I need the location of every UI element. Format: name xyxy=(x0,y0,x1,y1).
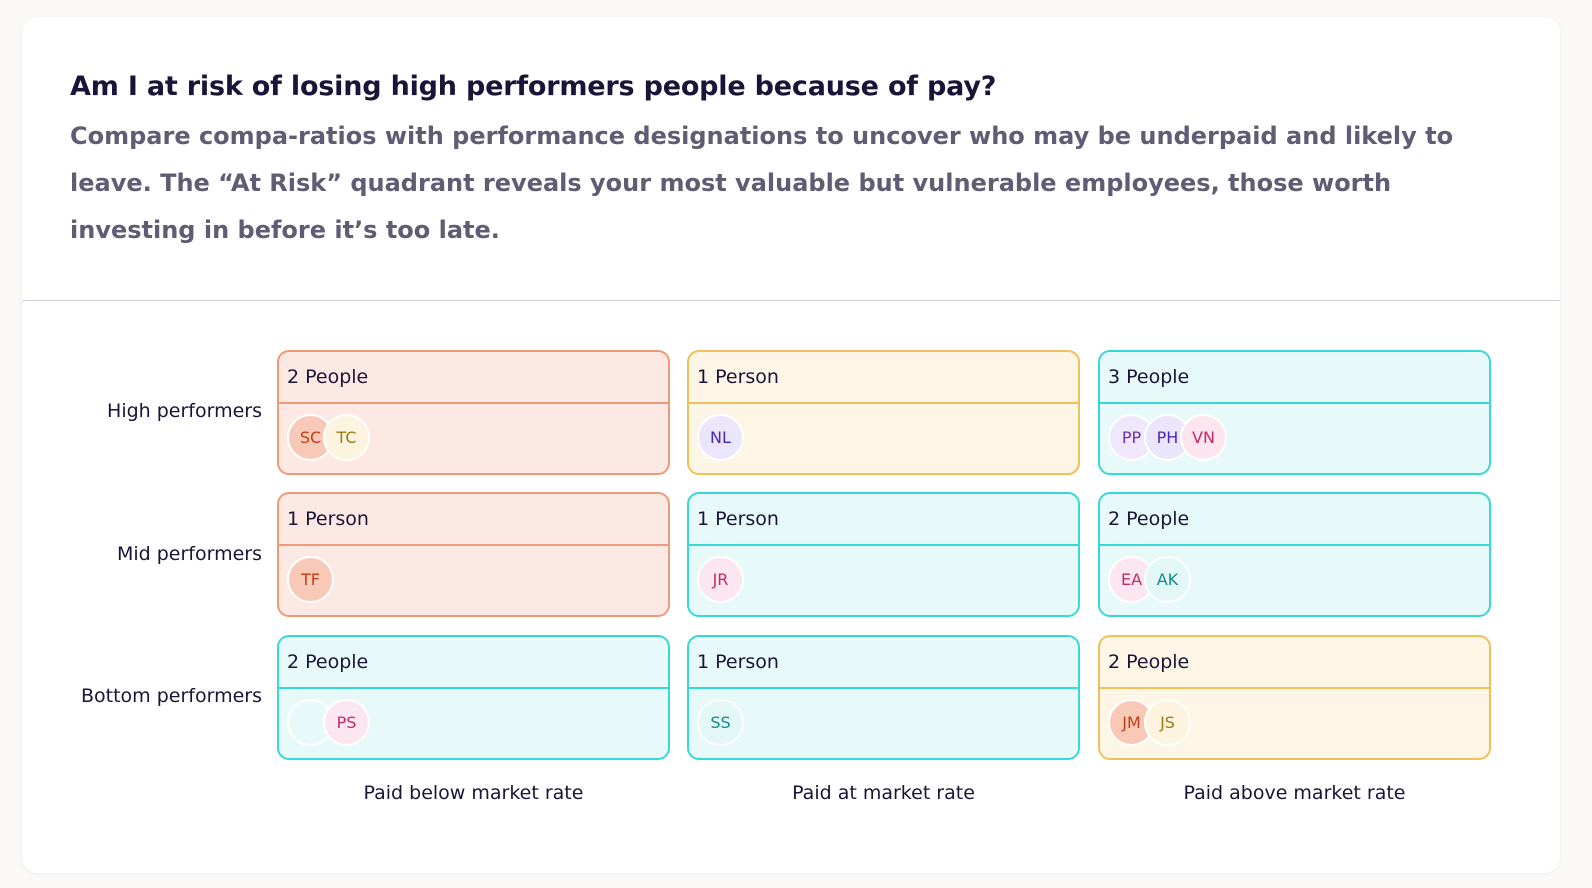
cell-count: 2 People xyxy=(279,352,668,404)
avatar[interactable]: AK xyxy=(1144,556,1191,603)
column-label-above: Paid above market rate xyxy=(1183,782,1406,804)
avatar[interactable]: NL xyxy=(697,414,744,461)
avatar-group: TF xyxy=(279,546,668,615)
cell-count: 2 People xyxy=(1100,637,1489,689)
cell-mid-below[interactable]: 1 Person TF xyxy=(277,492,670,617)
avatar-group: PS xyxy=(279,689,668,758)
cell-high-at[interactable]: 1 Person NL xyxy=(687,350,1080,475)
avatar[interactable]: TC xyxy=(323,414,370,461)
avatar[interactable]: VN xyxy=(1180,414,1227,461)
cell-count: 1 Person xyxy=(279,494,668,546)
cell-count: 2 People xyxy=(279,637,668,689)
row-label-high: High performers xyxy=(107,400,262,422)
row-label-bottom: Bottom performers xyxy=(81,685,262,707)
avatar-group: SC TC xyxy=(279,404,668,473)
avatar-group: JR xyxy=(689,546,1078,615)
cell-bottom-at[interactable]: 1 Person SS xyxy=(687,635,1080,760)
avatar-group: EA AK xyxy=(1100,546,1489,615)
column-label-below: Paid below market rate xyxy=(363,782,584,804)
cell-mid-above[interactable]: 2 People EA AK xyxy=(1098,492,1491,617)
avatar-group: SS xyxy=(689,689,1078,758)
avatar[interactable]: TF xyxy=(287,556,334,603)
cell-bottom-above[interactable]: 2 People JM JS xyxy=(1098,635,1491,760)
column-label-at: Paid at market rate xyxy=(792,782,975,804)
divider xyxy=(22,300,1560,301)
avatar[interactable]: JR xyxy=(697,556,744,603)
avatar[interactable]: JS xyxy=(1144,699,1191,746)
insight-card: Am I at risk of losing high performers p… xyxy=(22,17,1560,873)
row-label-mid: Mid performers xyxy=(116,543,262,565)
question-description: Compare compa-ratios with performance de… xyxy=(70,122,1454,244)
avatar[interactable]: PS xyxy=(323,699,370,746)
cell-count: 1 Person xyxy=(689,637,1078,689)
avatar-group: JM JS xyxy=(1100,689,1489,758)
cell-high-below[interactable]: 2 People SC TC xyxy=(277,350,670,475)
cell-count: 1 Person xyxy=(689,494,1078,546)
cell-count: 3 People xyxy=(1100,352,1489,404)
avatar-group: PP PH VN xyxy=(1100,404,1489,473)
question-title: Am I at risk of losing high performers p… xyxy=(70,71,997,102)
cell-high-above[interactable]: 3 People PP PH VN xyxy=(1098,350,1491,475)
cell-count: 2 People xyxy=(1100,494,1489,546)
cell-count: 1 Person xyxy=(689,352,1078,404)
cell-bottom-below[interactable]: 2 People PS xyxy=(277,635,670,760)
avatar[interactable]: SS xyxy=(697,699,744,746)
cell-mid-at[interactable]: 1 Person JR xyxy=(687,492,1080,617)
avatar-group: NL xyxy=(689,404,1078,473)
